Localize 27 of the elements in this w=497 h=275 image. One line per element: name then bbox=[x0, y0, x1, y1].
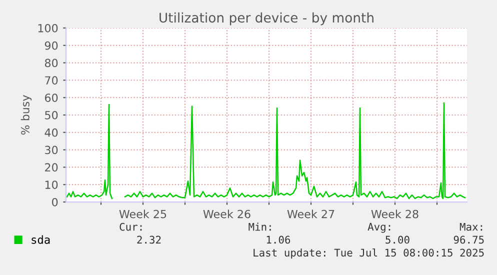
text: 96.75 bbox=[454, 236, 484, 244]
y-tick-label: 70 bbox=[45, 76, 58, 85]
y-tick-label: 10 bbox=[45, 180, 58, 189]
y-tick-label: 50 bbox=[45, 110, 58, 120]
x-tick-label: Week 27 bbox=[287, 210, 334, 218]
x-tick-label: Week 25 bbox=[119, 210, 166, 218]
y-tick-label: 60 bbox=[45, 94, 58, 102]
y-tick-label: 90 bbox=[44, 41, 58, 50]
y-tick-label: 30 bbox=[45, 146, 58, 154]
chart-title: Utilization per device - by month bbox=[160, 12, 374, 26]
y-tick-label: 100 bbox=[38, 24, 58, 32]
text: 5.00 bbox=[386, 236, 410, 244]
x-tick-label: Week 26 bbox=[203, 210, 250, 218]
y-tick-label: 0 bbox=[52, 198, 58, 206]
y-axis-title: % busy bbox=[20, 95, 32, 135]
text: 2.32 bbox=[137, 236, 161, 244]
text: 1.06 bbox=[266, 236, 290, 244]
text: Last update: Tue Jul 15 08:00:15 2025 bbox=[254, 248, 484, 259]
y-tick-label: 40 bbox=[44, 128, 58, 137]
text: Min: bbox=[248, 222, 271, 231]
text: Max: bbox=[460, 223, 482, 231]
text: Cur: bbox=[120, 222, 142, 231]
x-tick-label: Week 28 bbox=[371, 210, 418, 218]
text: Avg: bbox=[368, 222, 390, 233]
y-tick-label: 20 bbox=[45, 163, 58, 172]
legend-label: sda bbox=[32, 235, 50, 244]
y-tick-label: 80 bbox=[44, 58, 58, 68]
